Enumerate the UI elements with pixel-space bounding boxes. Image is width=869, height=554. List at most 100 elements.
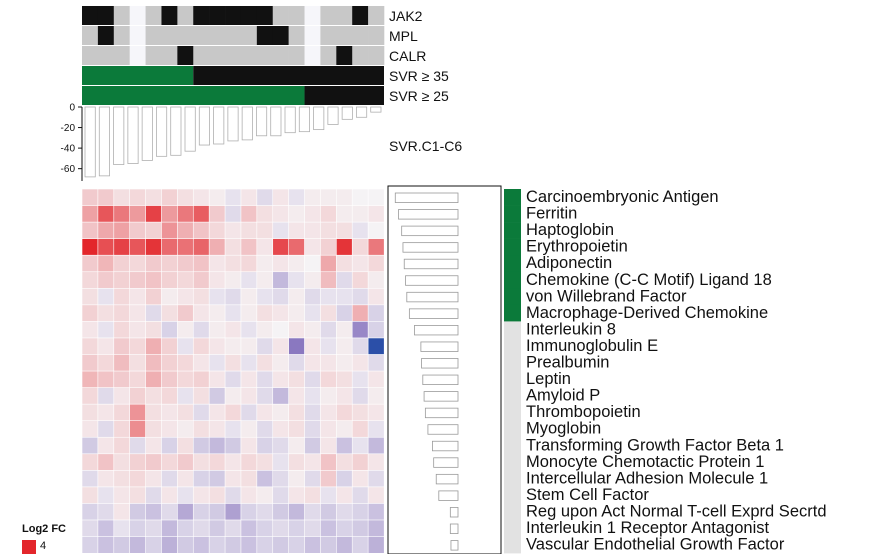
heatmap-cell [272, 205, 290, 223]
heatmap-cell [288, 486, 306, 504]
mutation-cell [161, 46, 178, 65]
heatmap-cell [304, 238, 321, 256]
heatmap-cell [129, 337, 147, 356]
protein-bar [414, 324, 459, 336]
heatmap-cell [145, 403, 162, 422]
heatmap-cell [224, 470, 242, 488]
heatmap-cell [224, 304, 242, 322]
heatmap-cell [192, 205, 210, 223]
heatmap-cell [177, 304, 194, 322]
heatmap-cell [304, 536, 321, 554]
heatmap-cell [351, 370, 369, 389]
protein-bar [394, 192, 459, 203]
heatmap-cell [192, 536, 210, 554]
heatmap-cell [129, 254, 147, 273]
heatmap-cell [129, 420, 147, 438]
heatmap-cell [336, 420, 353, 438]
heatmap-cell [161, 221, 178, 240]
mutation-cell [129, 26, 146, 45]
heatmap-cell [320, 287, 337, 306]
mutation-track-label: CALR [389, 48, 426, 64]
heatmap-cell [97, 453, 115, 471]
heatmap-cell [224, 403, 242, 422]
heatmap-cell [208, 188, 226, 207]
heatmap-cell [177, 370, 194, 389]
heatmap-cell [288, 337, 306, 356]
heatmap-cell [113, 205, 131, 223]
heatmap-cell [145, 287, 162, 306]
protein-bar [420, 341, 459, 352]
svr-track-label: SVR ≥ 35 [389, 68, 449, 84]
heatmap-cell [192, 470, 210, 488]
heatmap-cell [192, 188, 210, 207]
heatmap-cell [336, 205, 353, 223]
legend-swatch [22, 540, 36, 554]
heatmap-cell [97, 221, 115, 240]
heatmap-cell [288, 453, 306, 471]
heatmap-cell [304, 221, 321, 240]
heatmap-cell [177, 337, 194, 356]
heatmap-cell [145, 536, 162, 554]
heatmap-cell [351, 221, 369, 240]
protein-label: Reg upon Act Normal T-cell Exprd Secrtd [526, 502, 827, 520]
heatmap-cell [351, 387, 369, 405]
heatmap-cell [177, 321, 194, 339]
heatmap-cell [272, 387, 290, 405]
heatmap-cell [161, 436, 178, 455]
heatmap-cell [192, 287, 210, 306]
svr-bar-tick-label: -40 [61, 144, 76, 155]
heatmap-cell [240, 453, 258, 471]
heatmap-cell [288, 221, 306, 240]
mutation-cell [82, 26, 99, 45]
svr-nonresponder-segment [304, 86, 384, 105]
heatmap-cell [192, 420, 210, 438]
svr-bar [313, 106, 325, 131]
mutation-cell [272, 26, 289, 45]
heatmap-cell [81, 453, 99, 471]
heatmap-cell [161, 287, 178, 306]
heatmap-cell [208, 470, 226, 488]
protein-group-cell [504, 520, 521, 537]
heatmap-cell [351, 519, 369, 538]
heatmap-cell [129, 370, 147, 389]
heatmap-cell [113, 337, 131, 356]
heatmap-cell [240, 370, 258, 389]
svr-bar-tick-label: -60 [61, 164, 76, 175]
heatmap-cell [81, 354, 99, 372]
protein-label: Adiponectin [526, 254, 612, 272]
svr-bar-tick-label: 0 [69, 103, 75, 114]
heatmap-cell [304, 453, 321, 471]
heatmap-cell [336, 238, 353, 256]
heatmap-cell [304, 403, 321, 422]
heatmap-cell [208, 503, 226, 521]
heatmap-cell [351, 503, 369, 521]
heatmap-cell [351, 205, 369, 223]
svr-responder-segment [82, 66, 194, 85]
heatmap-cell [208, 254, 226, 273]
svr-bar [98, 106, 110, 177]
heatmap-cell [177, 287, 194, 306]
heatmap-cell [81, 470, 99, 488]
heatmap-cell [177, 387, 194, 405]
heatmap-cell [145, 337, 162, 356]
heatmap-cell [272, 519, 290, 538]
heatmap-cell [336, 188, 353, 207]
heatmap-cell [224, 238, 242, 256]
color-legend: Log2 FC 4 [22, 523, 66, 554]
heatmap-cell [256, 519, 274, 538]
heatmap-cell [336, 304, 353, 322]
protein-bar [402, 242, 459, 253]
heatmap-cell [336, 254, 353, 273]
heatmap-cell [351, 486, 369, 504]
heatmap-cell [97, 370, 115, 389]
heatmap-cell [272, 287, 290, 306]
heatmap-cell [129, 536, 147, 554]
mutation-cell [225, 26, 242, 45]
mutation-cell [145, 26, 162, 45]
heatmap-cell [320, 370, 337, 389]
heatmap-cell [240, 287, 258, 306]
heatmap-cell [304, 287, 321, 306]
mutation-cell [240, 46, 258, 65]
mutation-track-label: MPL [389, 28, 418, 44]
heatmap-cell [240, 536, 258, 554]
